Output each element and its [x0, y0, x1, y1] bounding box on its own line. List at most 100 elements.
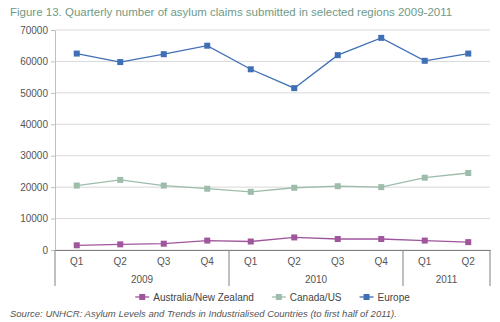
- x-group-divider: [229, 250, 230, 286]
- series: [74, 170, 472, 195]
- series-marker: [291, 234, 297, 240]
- y-tick-label: 20000: [20, 182, 48, 193]
- series-marker: [422, 58, 428, 64]
- series-marker: [161, 51, 167, 57]
- y-tick-mark: [51, 219, 55, 220]
- y-tick-label: 40000: [20, 119, 48, 130]
- legend-item: Australia/New Zealand: [135, 292, 254, 303]
- legend-symbol: [364, 294, 370, 300]
- series-marker: [248, 239, 254, 245]
- x-tick-label: Q3: [331, 256, 345, 267]
- x-tick: Q2: [462, 250, 476, 267]
- legend-symbol: [139, 294, 145, 300]
- y-tick: 70000: [20, 25, 55, 36]
- x-tick-label: Q2: [288, 256, 302, 267]
- x-group-label: 2009: [131, 274, 154, 285]
- series-marker: [465, 170, 471, 176]
- grid-line: [55, 92, 490, 93]
- x-tick-label: Q1: [70, 256, 84, 267]
- y-tick: 10000: [20, 213, 55, 224]
- x-tick: Q3: [331, 250, 345, 267]
- series-marker: [117, 59, 123, 65]
- y-tick-mark: [51, 30, 55, 31]
- y-tick-label: 70000: [20, 25, 48, 36]
- series-line: [77, 38, 469, 88]
- y-tick-mark: [51, 124, 55, 125]
- legend-item: Canada/US: [272, 292, 342, 303]
- grid-line: [55, 155, 490, 156]
- title: Figure 13. Quarterly number of asylum cl…: [10, 6, 452, 18]
- series-marker: [378, 35, 384, 41]
- x-tick-label: Q2: [462, 256, 476, 267]
- legend-label: Australia/New Zealand: [153, 292, 254, 303]
- plot-area: [74, 35, 472, 248]
- x-axis-line: [56, 250, 491, 251]
- series: [74, 234, 472, 248]
- y-tick: 50000: [20, 88, 55, 99]
- y-tick: 20000: [20, 182, 55, 193]
- series-line: [77, 237, 469, 245]
- y-tick-mark: [51, 61, 55, 62]
- grid: [55, 30, 490, 250]
- y-tick-mark: [51, 156, 55, 157]
- y-axis-line: [55, 31, 56, 251]
- y-axis: 0 10000 20000 30000 40000 50000 60000 70000: [20, 25, 55, 256]
- grid-line: [55, 250, 490, 251]
- series-marker: [204, 186, 210, 192]
- legend-label: Canada/US: [290, 292, 342, 303]
- x-tick: Q1: [70, 250, 84, 267]
- y-tick-label: 30000: [20, 150, 48, 161]
- series-marker: [291, 85, 297, 91]
- grid-line: [55, 124, 490, 125]
- x-tick-label: Q3: [157, 256, 171, 267]
- series-marker: [422, 238, 428, 244]
- x-tick-label: Q4: [375, 256, 389, 267]
- series-marker: [465, 239, 471, 245]
- series-marker: [248, 189, 254, 195]
- x-tick-label: Q2: [114, 256, 128, 267]
- series: [74, 35, 472, 91]
- grid-line: [55, 187, 490, 188]
- x-tick: Q3: [157, 250, 171, 267]
- series-marker: [422, 175, 428, 181]
- series-marker: [74, 51, 80, 57]
- y-tick-label: 0: [42, 245, 48, 256]
- y-tick: 40000: [20, 119, 55, 130]
- series-marker: [161, 241, 167, 247]
- x-tick-label: Q4: [201, 256, 215, 267]
- source: Source: UNHCR: Asylum Levels and Trends …: [10, 308, 397, 319]
- y-tick-mark: [51, 187, 55, 188]
- chart: Figure 13. Quarterly number of asylum cl…: [0, 0, 500, 322]
- series-line: [77, 173, 469, 192]
- x-group-divider: [490, 250, 491, 286]
- series-marker: [117, 177, 123, 183]
- y-tick-label: 60000: [20, 56, 48, 67]
- x-group-label: 2010: [305, 274, 328, 285]
- y-tick-label: 50000: [20, 88, 48, 99]
- grid-line: [55, 30, 490, 31]
- x-tick-label: Q1: [244, 256, 258, 267]
- series-marker: [248, 66, 254, 72]
- x-tick: Q4: [201, 250, 215, 267]
- series-marker: [204, 238, 210, 244]
- x-groups: 200920102011: [55, 250, 490, 286]
- y-tick-mark: [51, 250, 55, 251]
- x-tick-label: Q1: [418, 256, 432, 267]
- series-marker: [335, 52, 341, 58]
- x-axis: Q1 Q2 Q3 Q4 Q1 Q2 Q3 Q4 Q1 Q2: [56, 250, 491, 267]
- y-tick-mark: [51, 93, 55, 94]
- legend-label: Europe: [378, 292, 411, 303]
- series-marker: [291, 185, 297, 191]
- series-marker: [378, 184, 384, 190]
- y-tick: 30000: [20, 150, 55, 161]
- x-tick: Q1: [418, 250, 432, 267]
- legend-item: Europe: [360, 292, 411, 303]
- series-marker: [74, 242, 80, 248]
- legend-symbol: [276, 294, 282, 300]
- series-marker: [74, 183, 80, 189]
- x-tick: Q4: [375, 250, 389, 267]
- x-group-divider: [403, 250, 404, 286]
- series-marker: [465, 51, 471, 57]
- y-tick: 60000: [20, 56, 55, 67]
- series-marker: [335, 236, 341, 242]
